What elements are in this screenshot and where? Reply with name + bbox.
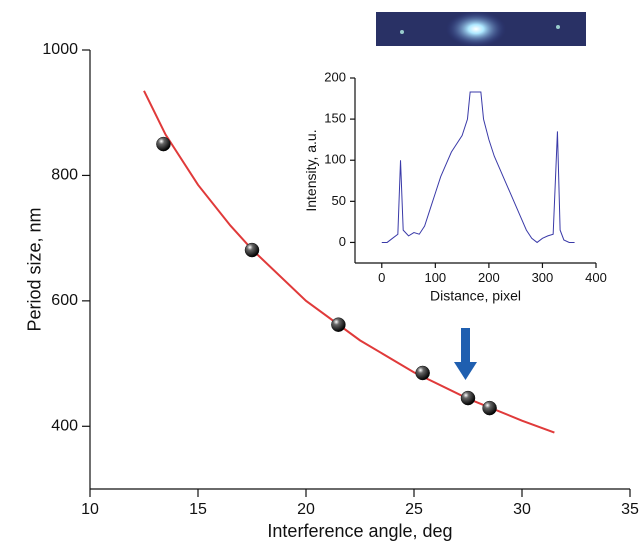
y-axis-label: Period size, nm [24,207,44,331]
spectrum-image [376,11,586,47]
fit-curve [143,90,555,434]
point [331,317,346,332]
y-tick-label: 50 [332,193,346,208]
x-tick-label: 35 [621,501,639,518]
x-tick-label: 100 [424,270,446,285]
x-tick-label: 25 [405,501,423,518]
point [244,242,260,258]
x-tick-label: 300 [532,270,554,285]
point [460,390,476,406]
x-tick-label: 20 [297,501,315,518]
x-tick-label: 200 [478,270,500,285]
y-tick-label: 150 [324,111,346,126]
point [482,400,497,416]
x-tick-label: 400 [585,270,607,285]
y-tick-label: 1000 [42,41,78,58]
y-tick-label: 600 [51,292,78,309]
point [415,365,430,381]
arrow [454,328,477,380]
x-tick-label: 15 [189,501,207,518]
x-axis-label: Distance, pixel [430,287,521,303]
y-tick-label: 100 [324,152,346,167]
line [381,91,575,244]
y-axis-label: Intensity, a.u. [303,129,319,211]
x-tick-label: 0 [378,270,385,285]
x-axis-label: Interference angle, deg [267,521,452,541]
y-tick-label: 800 [51,167,78,184]
point [156,136,171,152]
y-tick-label: 400 [51,418,78,435]
x-tick-label: 10 [81,501,99,518]
y-tick-label: 200 [324,69,346,84]
y-tick-label: 0 [339,234,346,249]
x-tick-label: 30 [513,501,531,518]
